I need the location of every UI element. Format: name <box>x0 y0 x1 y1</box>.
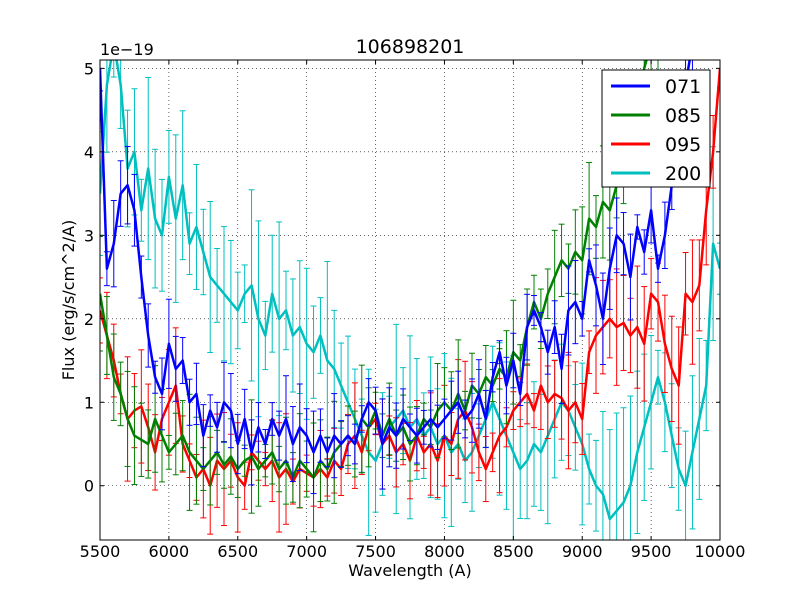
axis-ticks: 5500 6000 6500 7000 7500 8000 8500 9000 9500 1000… <box>80 59 746 561</box>
y-axis-label: Flux (erg/s/cm^2/A) <box>59 220 78 381</box>
x-tick-label: 7500 <box>355 542 396 561</box>
x-tick-label: 5500 <box>80 542 121 561</box>
legend-box <box>601 69 711 188</box>
x-tick-label: 9000 <box>562 542 603 561</box>
y-tick-label: 3 <box>84 226 94 245</box>
legend-label-071: 071 <box>665 76 701 98</box>
y-offset-label: 1e−19 <box>100 40 154 59</box>
y-tick-label: 5 <box>84 59 94 78</box>
series-group <box>100 60 720 540</box>
legend-label-095: 095 <box>665 134 701 156</box>
y-tick-label: 2 <box>84 310 94 329</box>
x-tick-label: 9500 <box>631 542 672 561</box>
series-line-071 <box>100 60 691 454</box>
axes-frame <box>99 59 721 541</box>
y-tick-label: 0 <box>84 477 94 496</box>
x-tick-label: 6500 <box>217 542 258 561</box>
series-line-085 <box>100 60 648 479</box>
y-tick-label: 4 <box>84 143 94 162</box>
x-tick-label: 6000 <box>149 542 190 561</box>
x-tick-label: 7000 <box>286 542 327 561</box>
x-tick-label: 8000 <box>424 542 465 561</box>
x-tick-label: 10000 <box>695 542 746 561</box>
chart-title: 106898201 <box>356 36 465 58</box>
y-tick-label: 1 <box>84 393 94 412</box>
x-tick-label: 8500 <box>493 542 534 561</box>
legend-label-085: 085 <box>665 105 701 127</box>
x-axis-label: Wavelength (A) <box>348 561 471 580</box>
legend: 071 085 095 200 <box>601 69 711 188</box>
legend-label-200: 200 <box>665 163 701 185</box>
